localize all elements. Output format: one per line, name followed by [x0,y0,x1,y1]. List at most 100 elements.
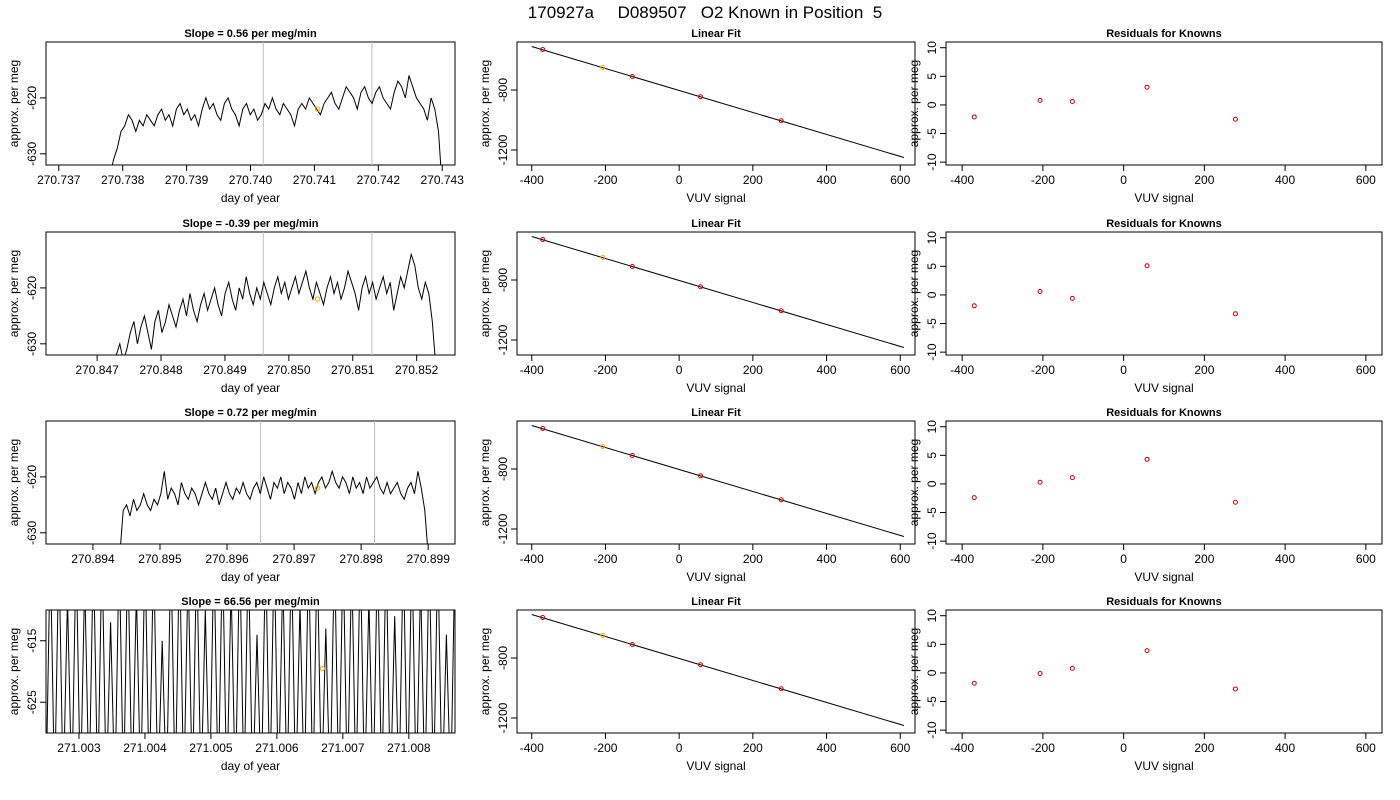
panel-title: Residuals for Knowns [1106,596,1222,608]
fit-point [698,284,704,290]
x-tick-label: -400 [520,363,544,377]
panel-title: Slope = 0.56 per meg/min [184,28,317,40]
panel-grid: Slope = 0.56 per meg/min 270.737 270.738 27… [7,28,1383,773]
x-tick-label: -400 [520,552,544,566]
panel-title: Slope = 0.72 per meg/min [184,407,317,419]
plot-frame [945,420,1383,545]
x-tick-label: 400 [817,552,837,566]
fit-point [540,47,546,52]
x-tick-label: 270.737 [37,173,81,187]
residual-point [1144,456,1150,462]
x-tick-label: -400 [520,173,544,187]
residual-point [1232,116,1238,122]
panel-r4-c1: Slope = 66.56 per meg/min 271.003 271.004 2… [7,596,456,773]
y-axis-label: approx. per meg [7,628,21,715]
y-tick-label: 5 [925,641,939,648]
series-line [46,610,455,733]
x-tick-label: -200 [593,173,617,187]
plot-area [971,648,1238,692]
y-axis-label: approx. per meg [478,628,492,715]
x-axis-label: VUV signal [1134,191,1193,205]
x-tick-label: -400 [950,363,974,377]
y-tick-label: -1200 [496,134,510,165]
y-tick-label: 0 [925,101,939,108]
y-tick-label: -630 [25,520,39,544]
highlight-point [314,106,321,112]
y-tick-label: 5 [925,263,939,270]
x-tick-label: 200 [743,552,763,566]
x-tick-label: -200 [593,552,617,566]
x-axis-label: VUV signal [686,191,745,205]
fit-point [540,237,546,242]
x-tick-label: 0 [676,741,683,755]
x-axis-label: VUV signal [686,381,745,395]
y-axis-label: approx. per meg [907,439,921,526]
x-tick-label: 270.849 [203,363,247,377]
residual-point [971,303,977,309]
y-tick-label: 5 [925,73,939,80]
x-tick-label: 400 [1275,173,1295,187]
panel-title: Linear Fit [691,28,741,40]
fit-line [531,425,905,537]
plot-area [531,614,905,726]
x-tick-label: 400 [817,363,837,377]
plot-area [115,232,436,355]
x-axis-label: VUV signal [1134,381,1193,395]
fit-point [629,264,635,269]
y-tick-label: 0 [925,480,939,487]
x-tick-label: -400 [950,552,974,566]
y-tick-label: -10 [925,721,939,739]
x-tick-label: 270.898 [339,552,383,566]
residual-point [1037,97,1043,103]
y-axis-label: approx. per meg [7,60,21,147]
panel-r4-c2: Linear Fit -400 -200 0 200 400 600 -800 -1200 VUV… [478,596,916,773]
y-tick-label: -620 [25,276,39,300]
panel-r1-c3: Residuals for Knowns -400 -200 0 200 400 600 10… [907,28,1383,205]
x-tick-label: -400 [950,173,974,187]
y-tick-label: -800 [496,78,510,102]
residual-point [1144,263,1150,269]
x-tick-label: 0 [676,363,683,377]
x-tick-label: 271.005 [189,741,233,755]
x-tick-label: 600 [1356,552,1376,566]
x-axis-label: VUV signal [1134,759,1193,773]
x-tick-label: 271.008 [387,741,431,755]
plot-area [111,42,442,165]
fit-point [778,308,784,314]
y-tick-label: -630 [25,331,39,355]
y-tick-label: 0 [925,669,939,676]
x-axis-label: day of year [221,759,280,773]
x-tick-label: 0 [676,552,683,566]
y-tick-label: -800 [496,268,510,292]
panel-title: Residuals for Knowns [1106,407,1222,419]
x-tick-label: 200 [743,741,763,755]
x-tick-label: 271.007 [321,741,365,755]
x-tick-label: 200 [743,173,763,187]
x-tick-label: 0 [1120,741,1127,755]
panel-title: Slope = -0.39 per meg/min [182,218,318,230]
x-tick-label: 270.848 [139,363,183,377]
x-tick-label: 270.847 [75,363,119,377]
fit-point [629,74,635,79]
y-tick-label: -800 [496,646,510,670]
x-tick-label: 400 [1275,741,1295,755]
panel-title: Linear Fit [691,596,741,608]
x-tick-label: 200 [1194,552,1214,566]
fit-point [600,633,606,638]
residual-point [1069,475,1075,481]
plot-frame [516,420,916,545]
plot-frame [45,231,456,356]
y-axis-label: approx. per meg [478,60,492,147]
residual-point [1069,665,1075,671]
y-tick-label: 10 [925,231,939,245]
y-axis-label: approx. per meg [907,250,921,337]
panel-title: Residuals for Knowns [1106,28,1222,40]
y-tick-label: -10 [925,153,939,171]
residual-point [1037,671,1043,677]
panel-r3-c2: Linear Fit -400 -200 0 200 400 600 -800 -1200 VUV… [478,407,916,584]
residual-point [1232,311,1238,317]
panel-title: Slope = 66.56 per meg/min [181,596,320,608]
panel-r2-c1: Slope = -0.39 per meg/min 270.847 270.848 2… [7,218,456,395]
plot-frame [45,609,456,734]
